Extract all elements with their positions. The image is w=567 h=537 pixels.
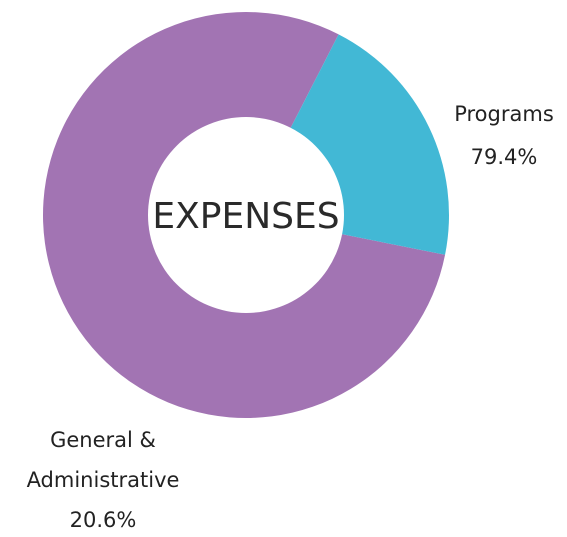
programs-value-label: 79.4% [471, 145, 538, 169]
general-admin-value-label: 20.6% [70, 508, 137, 532]
general-admin-name-label-line1: General & [50, 428, 156, 452]
center-label: EXPENSES [152, 196, 339, 237]
general-admin-name-label-line2: Administrative [27, 468, 180, 492]
programs-name-label: Programs [454, 102, 554, 126]
donut-hole [148, 117, 344, 313]
